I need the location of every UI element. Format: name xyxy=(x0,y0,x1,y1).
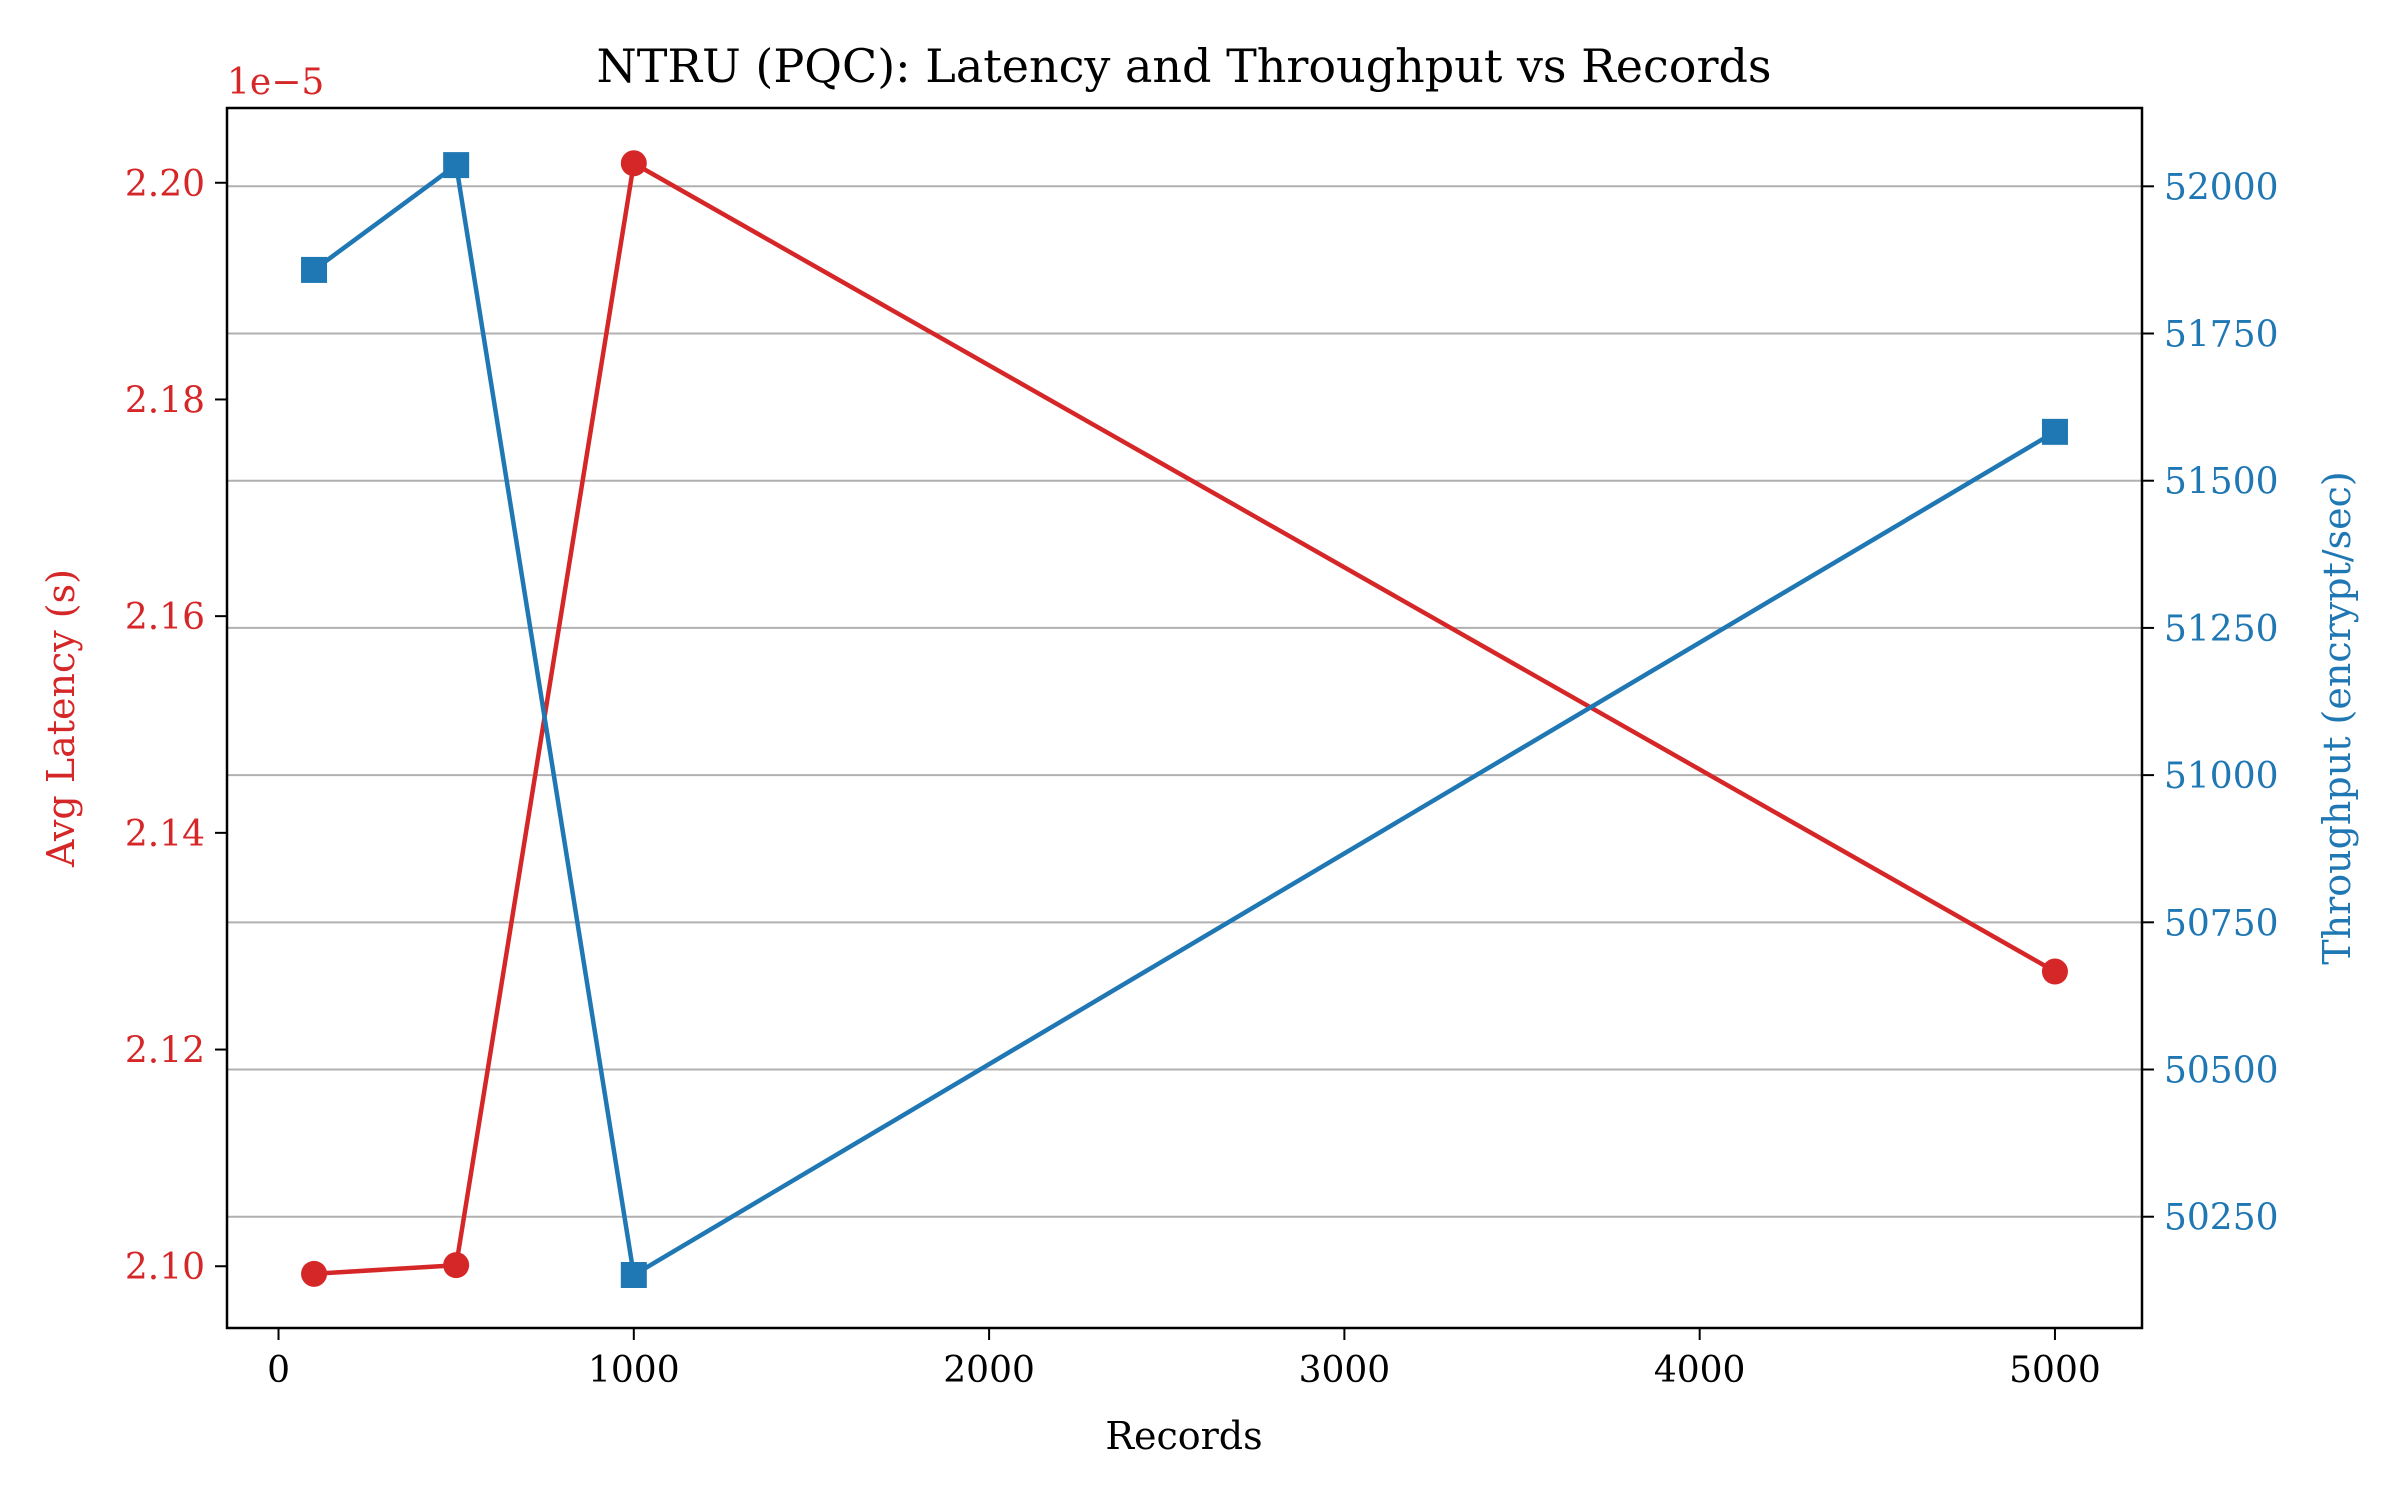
throughput-series-point xyxy=(443,152,470,179)
latency-series-point xyxy=(2041,958,2068,985)
x-tick-label: 3000 xyxy=(1299,1350,1391,1391)
throughput-series-line xyxy=(311,162,2058,1278)
left-tick-label: 2.20 xyxy=(125,164,205,205)
right-tick-label: 50500 xyxy=(2164,1051,2279,1092)
right-tick-label: 51500 xyxy=(2164,462,2279,503)
x-tick-label: 5000 xyxy=(2009,1350,2101,1391)
right-tick-label: 51250 xyxy=(2164,609,2279,650)
throughput-series-point xyxy=(301,256,328,283)
left-y-axis-label: Avg Latency (s) xyxy=(39,569,83,868)
right-tick-label: 51000 xyxy=(2164,756,2279,797)
latency-series-line xyxy=(311,161,2058,1277)
latency-series-point xyxy=(301,1260,328,1287)
right-tick-label: 50250 xyxy=(2164,1198,2279,1239)
gridlines xyxy=(227,185,2142,1218)
x-tick-label: 0 xyxy=(267,1350,290,1391)
right-y-axis: 50250 50500 50750 51000 51250 51500 51750 52000 xyxy=(2142,167,2279,1239)
right-tick-label: 50750 xyxy=(2164,903,2279,944)
left-tick-label: 2.10 xyxy=(125,1247,205,1288)
left-tick-label: 2.14 xyxy=(125,814,205,855)
chart-title: NTRU (PQC): Latency and Throughput vs Re… xyxy=(596,39,1771,93)
right-tick-label: 52000 xyxy=(2164,167,2279,208)
latency-series-point xyxy=(620,150,647,177)
left-axis-offset-text: 1e−5 xyxy=(227,62,324,103)
series-layer xyxy=(301,150,2068,1289)
x-axis: 0 1000 2000 3000 4000 5000 xyxy=(267,1328,2101,1391)
right-tick-label: 51750 xyxy=(2164,315,2279,356)
latency-series-point xyxy=(443,1252,470,1279)
x-tick-label: 1000 xyxy=(588,1350,680,1391)
x-axis-label: Records xyxy=(1105,1414,1262,1458)
x-tick-label: 2000 xyxy=(943,1350,1035,1391)
x-tick-label: 4000 xyxy=(1654,1350,1746,1391)
left-tick-label: 2.16 xyxy=(125,597,205,638)
throughput-series-point xyxy=(620,1262,647,1289)
left-y-axis: 2.10 2.12 2.14 2.16 2.18 2.20 xyxy=(125,164,227,1288)
right-y-axis-label: Throughput (encrypt/sec) xyxy=(2315,471,2359,964)
throughput-series-point xyxy=(2041,418,2068,445)
left-tick-label: 2.18 xyxy=(125,380,205,421)
plot-frame xyxy=(225,106,2144,1330)
left-tick-label: 2.12 xyxy=(125,1031,205,1072)
